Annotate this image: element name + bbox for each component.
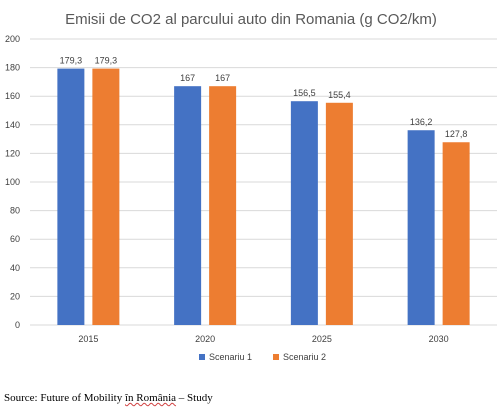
bar bbox=[92, 68, 120, 325]
data-label: 155,4 bbox=[328, 90, 351, 100]
data-label: 136,2 bbox=[410, 117, 433, 127]
y-tick-label: 0 bbox=[15, 320, 20, 330]
legend: Scenariu 1 Scenariu 2 bbox=[199, 352, 326, 362]
data-label: 127,8 bbox=[445, 129, 468, 139]
bar bbox=[442, 142, 470, 325]
legend-label: Scenariu 1 bbox=[209, 352, 252, 362]
bar bbox=[325, 102, 353, 325]
chart-title: Emisii de CO2 al parcului auto din Roman… bbox=[65, 11, 437, 28]
y-tick-label: 140 bbox=[5, 120, 20, 130]
y-tick-label: 200 bbox=[5, 34, 20, 44]
data-labels: 179,3 179,3 167 167 156,5 155,4 136,2 127,8 bbox=[60, 56, 468, 140]
source-prefix: Source: Future of Mobility bbox=[4, 392, 125, 404]
y-tick-label: 40 bbox=[10, 263, 20, 273]
y-tick-label: 180 bbox=[5, 63, 20, 73]
data-label: 179,3 bbox=[95, 56, 118, 66]
bar bbox=[174, 86, 202, 325]
legend-swatch bbox=[273, 354, 279, 360]
source-note: Source: Future of Mobility în România – … bbox=[4, 392, 213, 404]
data-label: 167 bbox=[215, 73, 230, 83]
bar bbox=[209, 86, 237, 325]
x-tick-label: 2015 bbox=[78, 334, 98, 344]
y-axis-ticks: 0 20 40 60 80 100 120 140 160 180 200 bbox=[5, 34, 20, 330]
legend-swatch bbox=[199, 354, 205, 360]
source-flagged-text: în România bbox=[125, 392, 177, 404]
x-tick-label: 2020 bbox=[195, 334, 215, 344]
y-tick-label: 20 bbox=[10, 291, 20, 301]
source-suffix: – Study bbox=[176, 392, 213, 404]
y-tick-label: 160 bbox=[5, 91, 20, 101]
x-tick-label: 2025 bbox=[312, 334, 332, 344]
bar bbox=[57, 68, 85, 325]
data-label: 156,5 bbox=[293, 88, 316, 98]
bars bbox=[57, 68, 470, 325]
bar bbox=[290, 101, 318, 325]
y-tick-label: 80 bbox=[10, 206, 20, 216]
legend-label: Scenariu 2 bbox=[283, 352, 326, 362]
x-axis-ticks: 2015 2020 2025 2030 bbox=[78, 334, 448, 344]
data-label: 167 bbox=[180, 73, 195, 83]
y-tick-label: 100 bbox=[5, 177, 20, 187]
x-tick-label: 2030 bbox=[429, 334, 449, 344]
y-tick-label: 120 bbox=[5, 148, 20, 158]
y-tick-label: 60 bbox=[10, 234, 20, 244]
data-label: 179,3 bbox=[60, 56, 83, 66]
bar bbox=[407, 130, 435, 325]
